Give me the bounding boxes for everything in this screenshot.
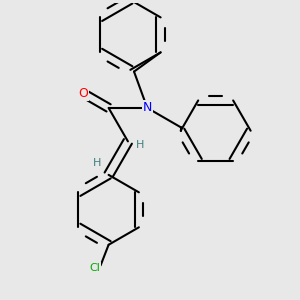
Text: H: H bbox=[136, 140, 144, 150]
Text: Cl: Cl bbox=[90, 263, 101, 273]
Text: O: O bbox=[79, 87, 88, 100]
Text: H: H bbox=[92, 158, 101, 168]
Text: N: N bbox=[142, 101, 152, 114]
